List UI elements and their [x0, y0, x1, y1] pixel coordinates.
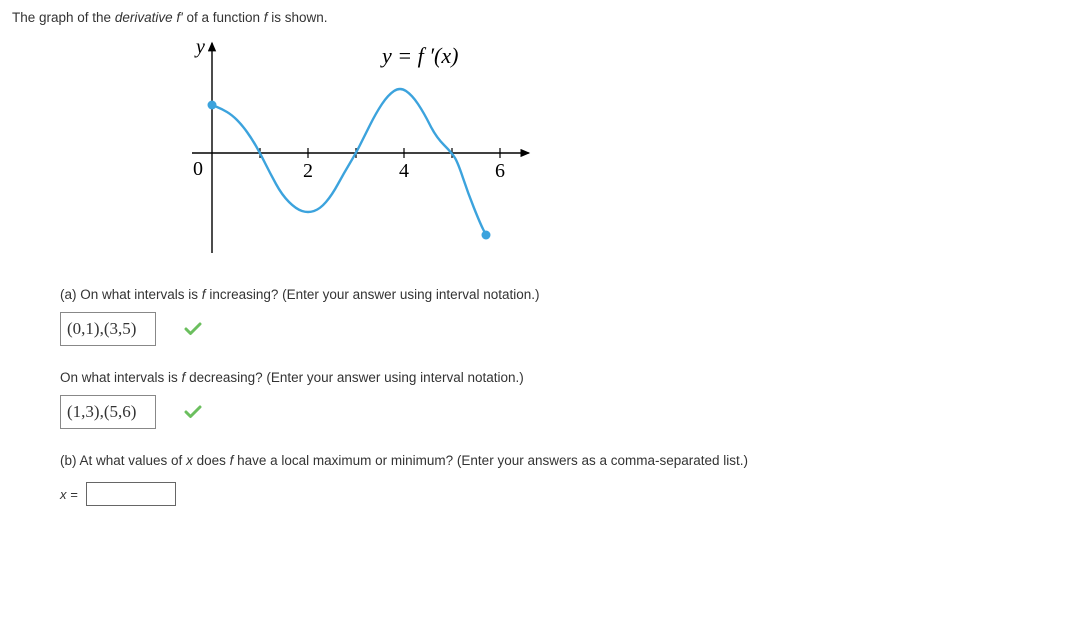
- part-a2-answer-value: (1,3),(5,6): [67, 402, 136, 422]
- intro-post: is shown.: [268, 10, 328, 25]
- svg-text:y: y: [194, 36, 205, 58]
- check-icon: [184, 404, 202, 420]
- derivative-graph: 2460yxy = f ′(x): [132, 33, 1067, 263]
- svg-text:y = f ′(x): y = f ′(x): [380, 43, 458, 68]
- part-a-answer-input[interactable]: (0,1),(3,5): [60, 312, 156, 346]
- part-a2-prompt: On what intervals is f decreasing? (Ente…: [60, 370, 1067, 385]
- part-b-answer-input[interactable]: [86, 482, 176, 506]
- intro-mid: of a function: [183, 10, 264, 25]
- part-a-answer-value: (0,1),(3,5): [67, 319, 136, 339]
- part-b: (b) At what values of x does f have a lo…: [60, 453, 1067, 506]
- intro-pre: The graph of the: [12, 10, 115, 25]
- graph-svg: 2460yxy = f ′(x): [132, 33, 532, 263]
- part-b-prompt: (b) At what values of x does f have a lo…: [60, 453, 1067, 468]
- intro-em1: derivative f': [115, 10, 183, 25]
- part-a-prompt: (a) On what intervals is f increasing? (…: [60, 287, 1067, 302]
- check-icon: [184, 321, 202, 337]
- svg-text:6: 6: [495, 160, 505, 182]
- part-b-var-label: x =: [60, 487, 78, 502]
- svg-text:4: 4: [399, 160, 409, 182]
- part-a-decreasing: On what intervals is f decreasing? (Ente…: [60, 370, 1067, 429]
- problem-intro: The graph of the derivative f' of a func…: [12, 10, 1067, 25]
- part-a-increasing: (a) On what intervals is f increasing? (…: [60, 287, 1067, 346]
- svg-text:0: 0: [193, 158, 203, 180]
- part-a2-answer-input[interactable]: (1,3),(5,6): [60, 395, 156, 429]
- svg-text:2: 2: [303, 160, 313, 182]
